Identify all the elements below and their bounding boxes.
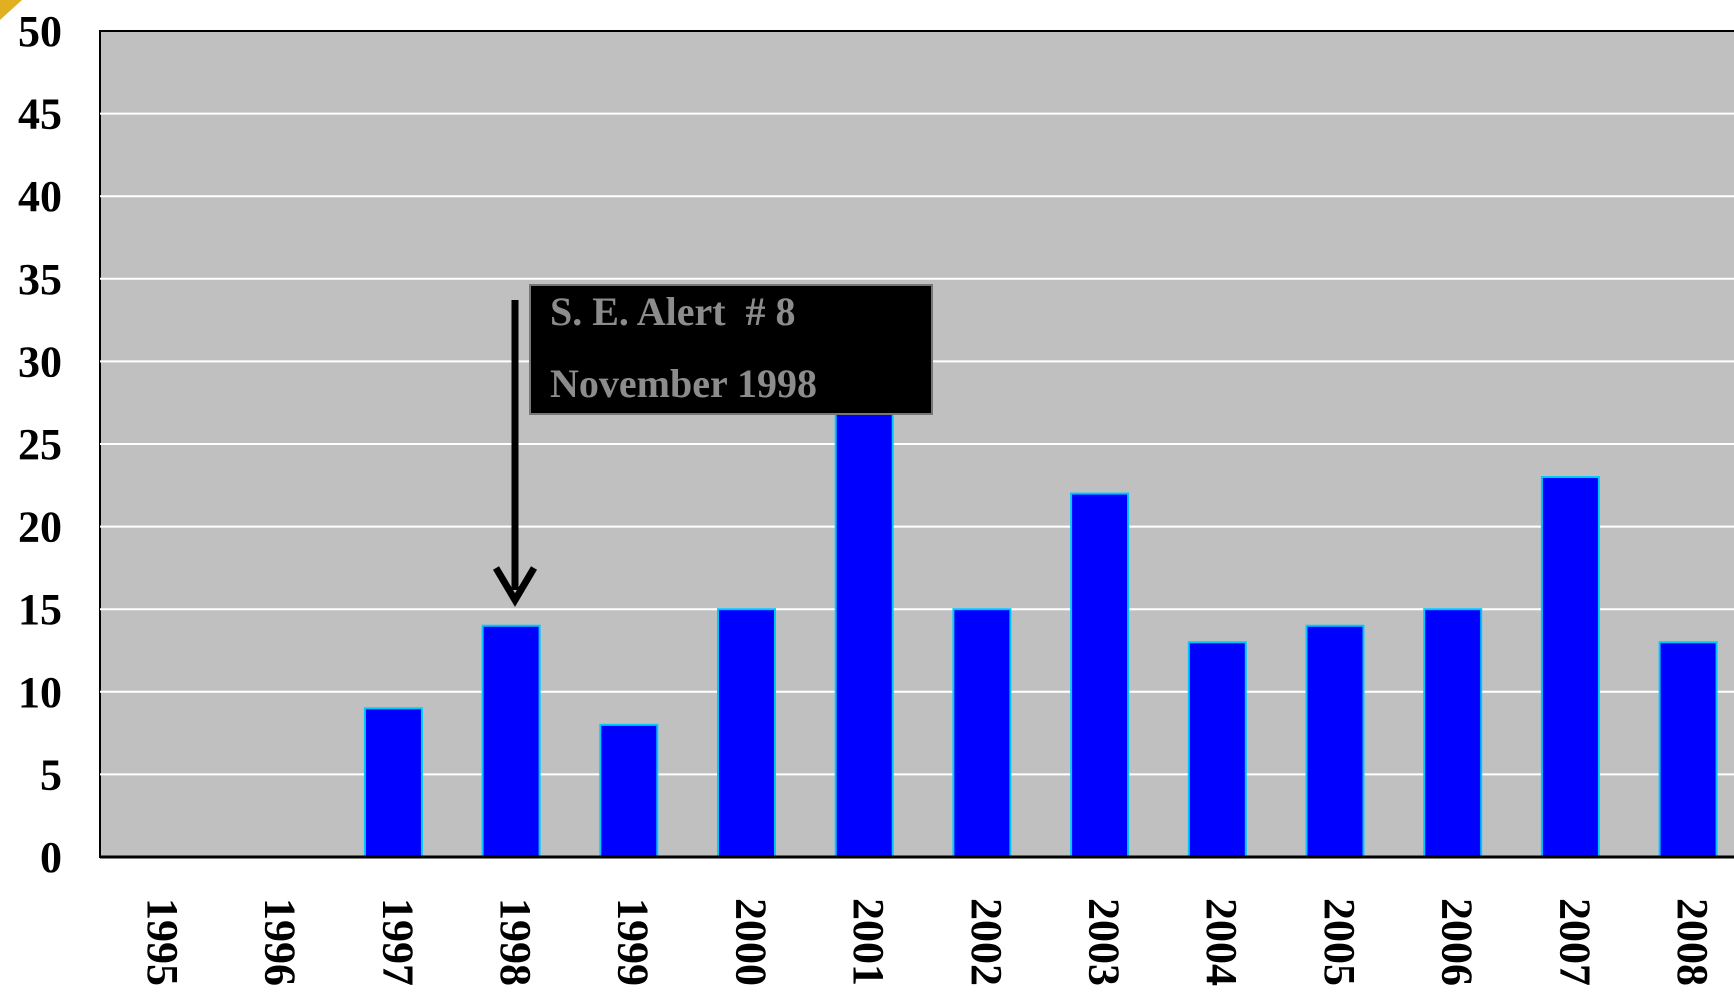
corner-mark bbox=[0, 0, 22, 20]
bar-1997 bbox=[363, 707, 423, 858]
y-axis-ticks: 0 5 10 15 20 25 30 35 40 45 50 bbox=[18, 7, 62, 882]
annotation-arrow-head bbox=[492, 566, 538, 607]
bar-2002 bbox=[952, 608, 1012, 859]
bar-1998 bbox=[481, 624, 541, 858]
annotation-box bbox=[529, 284, 933, 415]
y-tick-label: 40 bbox=[18, 172, 62, 221]
y-tick-label: 50 bbox=[18, 7, 62, 56]
bar-1999 bbox=[599, 723, 659, 859]
x-tick-label: 2001 bbox=[844, 898, 893, 986]
bar-2000 bbox=[717, 608, 776, 859]
annotation-line-1: S. E. Alert # 8 bbox=[550, 289, 796, 334]
x-tick-label: 2008 bbox=[1668, 898, 1717, 986]
x-tick-label: 2004 bbox=[1197, 898, 1246, 986]
bar-2003 bbox=[1070, 492, 1130, 858]
bar-2008 bbox=[1658, 641, 1718, 858]
x-axis-ticks: 1995 1996 1997 1998 1999 2000 2001 2002 2003 2004… bbox=[138, 898, 1717, 986]
annotation-line-2: November 1998 bbox=[550, 361, 817, 406]
annotation: S. E. Alert # 8 November 1998 bbox=[492, 284, 933, 607]
x-tick-label: 1999 bbox=[609, 898, 658, 986]
x-tick-label: 2005 bbox=[1315, 898, 1364, 986]
bar-2007 bbox=[1540, 476, 1600, 858]
bar-2005 bbox=[1305, 624, 1365, 858]
bar-2004 bbox=[1187, 641, 1247, 858]
x-tick-label: 2000 bbox=[726, 898, 775, 986]
y-tick-label: 30 bbox=[18, 337, 62, 386]
bar-2006 bbox=[1423, 608, 1483, 859]
y-tick-label: 5 bbox=[40, 750, 62, 799]
x-tick-label: 1996 bbox=[256, 898, 305, 986]
y-tick-label: 10 bbox=[18, 668, 62, 717]
y-tick-label: 25 bbox=[18, 420, 62, 469]
y-tick-label: 15 bbox=[18, 585, 62, 634]
y-tick-label: 0 bbox=[40, 833, 62, 882]
x-tick-label: 1997 bbox=[373, 898, 422, 986]
x-tick-label: 1995 bbox=[138, 898, 187, 986]
x-tick-label: 2002 bbox=[962, 898, 1011, 986]
y-tick-label: 20 bbox=[18, 503, 62, 552]
y-tick-label: 35 bbox=[18, 255, 62, 304]
bar-2001 bbox=[834, 409, 894, 858]
y-tick-label: 45 bbox=[18, 90, 62, 139]
x-tick-label: 1998 bbox=[491, 898, 540, 986]
x-tick-label: 2006 bbox=[1433, 898, 1482, 986]
x-tick-label: 2007 bbox=[1550, 898, 1599, 986]
x-tick-label: 2003 bbox=[1080, 898, 1129, 986]
